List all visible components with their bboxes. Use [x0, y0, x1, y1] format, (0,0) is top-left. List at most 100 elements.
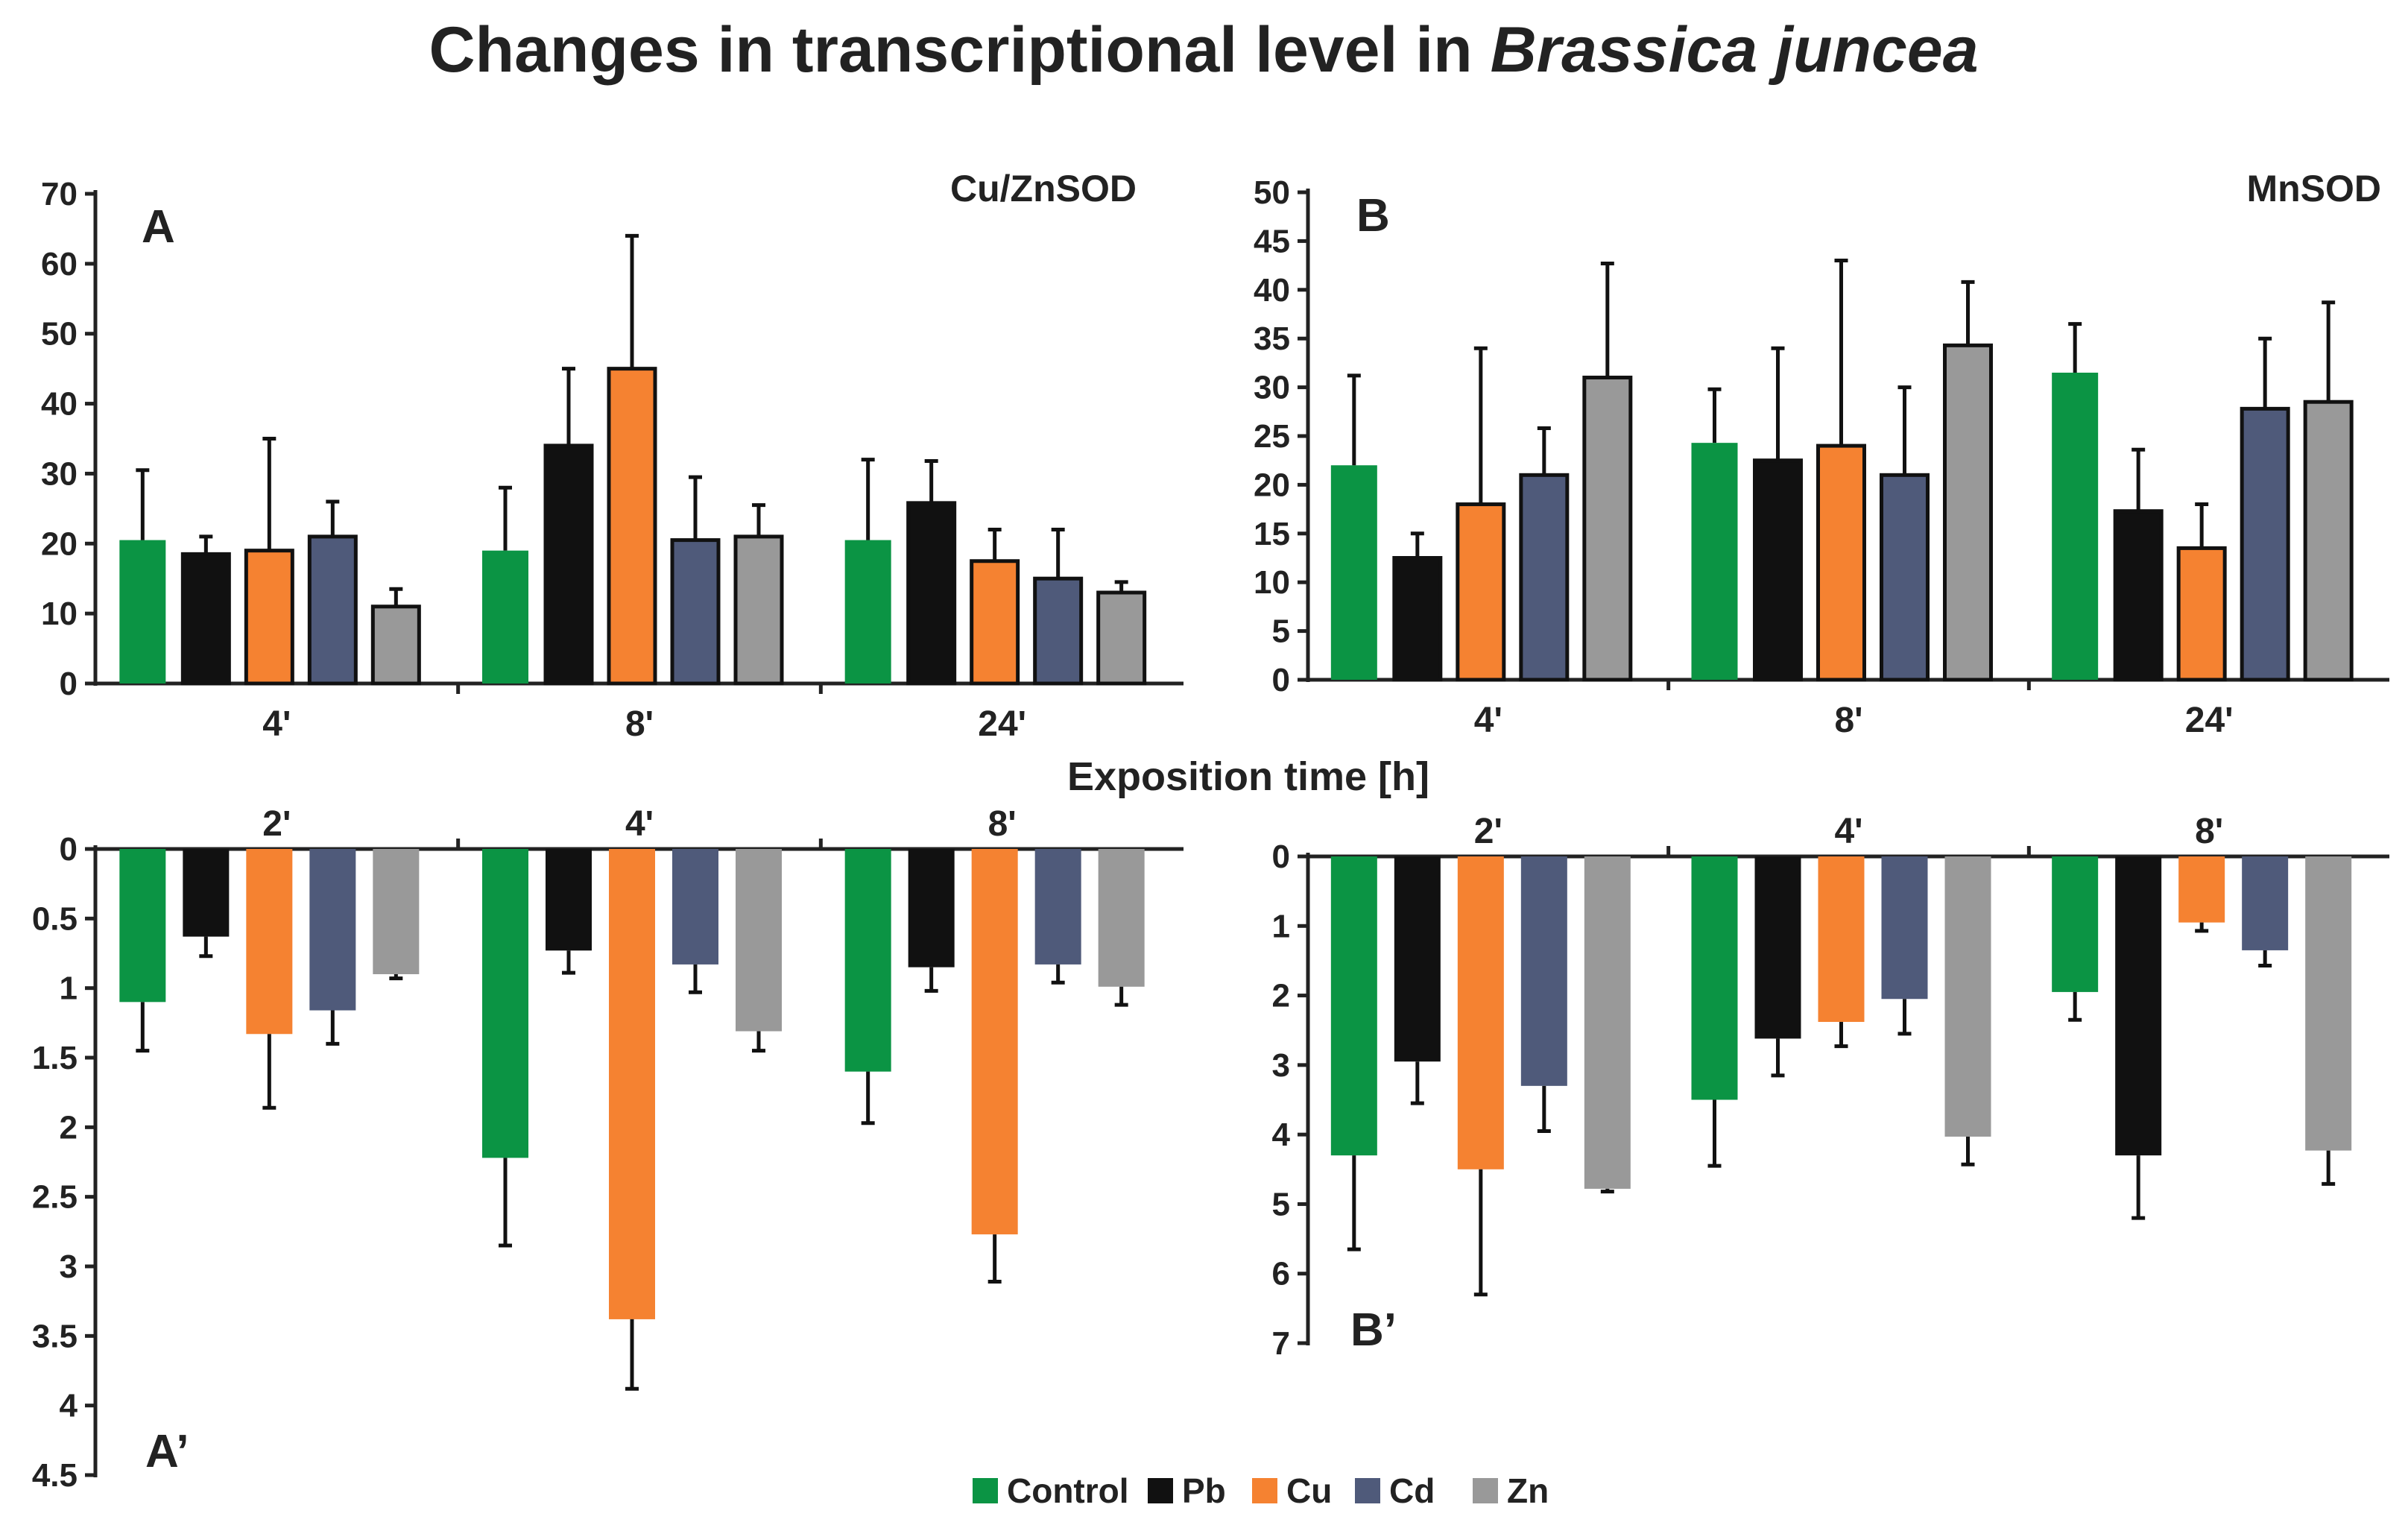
bar-cd	[1519, 473, 1570, 682]
bar-pb	[1394, 856, 1441, 1062]
bar-control	[482, 550, 528, 684]
panel-gene-name: MnSOD	[2246, 168, 2381, 209]
bar-pb	[1754, 856, 1801, 1039]
bar-cu	[1816, 443, 1866, 682]
legend-label-zn: Zn	[1507, 1471, 1549, 1510]
bar-control	[1691, 443, 1738, 680]
bar-cd	[1034, 849, 1081, 965]
y-tick-label: 4	[1272, 1117, 1291, 1153]
bar-pb	[543, 443, 594, 686]
legend-label-cd: Cd	[1389, 1471, 1435, 1510]
category-label: 24'	[2185, 701, 2234, 740]
bar-cu	[2176, 546, 2227, 682]
y-tick-label: 25	[1254, 418, 1290, 455]
bar-zn	[1584, 856, 1631, 1189]
bar-zn	[373, 849, 420, 974]
category-label: 4'	[262, 704, 291, 744]
bar-control	[844, 849, 891, 1072]
bar-zn	[1582, 376, 1633, 682]
category-label: 8'	[625, 704, 654, 744]
y-tick-label: 50	[1254, 174, 1290, 211]
x-axis-title: Exposition time [h]	[1067, 754, 1429, 799]
y-tick-label: 15	[1254, 516, 1290, 552]
y-tick-label: 10	[1254, 564, 1290, 601]
panel-label: A’	[145, 1426, 189, 1477]
y-tick-label: 20	[41, 525, 78, 562]
bar-cu	[970, 559, 1020, 686]
bar-pb	[908, 849, 955, 967]
bar-control	[2052, 856, 2099, 992]
panel-a: 0 10 20 30 40 50 60 70 4' 8' 24' A Cu/ZnSOD	[41, 168, 1184, 744]
category-label: 8'	[1834, 701, 1862, 740]
y-tick-label: 30	[41, 455, 78, 492]
legend-label-cu: Cu	[1286, 1471, 1332, 1510]
bar-pb	[183, 849, 230, 937]
bar-cu	[2178, 856, 2225, 923]
category-label: 4'	[1834, 812, 1862, 851]
bar-zn	[733, 534, 784, 686]
panel-label: A	[142, 201, 175, 253]
bar-control	[1330, 465, 1377, 680]
y-tick-label: 40	[41, 386, 78, 423]
y-tick-label: 40	[1254, 272, 1290, 309]
y-tick-label: 10	[41, 596, 78, 632]
category-label: 2'	[1474, 812, 1502, 851]
bar-cu	[1456, 502, 1506, 682]
category-label: 8'	[2195, 812, 2223, 851]
y-tick-label: 1	[1272, 908, 1290, 944]
legend: Control Pb Cu Cd Zn	[973, 1471, 1549, 1510]
y-tick-label: 0	[1272, 662, 1290, 698]
y-tick-label: 5	[1272, 613, 1290, 650]
panel-b: 0 5 10 15 20 25 30 35 40 45 50 4' 8' 24' B MnSOD	[1254, 168, 2389, 740]
title-species: Brassica juncea	[1491, 14, 1979, 86]
bar-cd	[1033, 576, 1084, 686]
legend-swatch-pb	[1148, 1478, 1173, 1503]
y-tick-label: 35	[1254, 321, 1290, 357]
bar-control	[1691, 856, 1738, 1100]
bar-control	[119, 540, 166, 684]
y-tick-label: 50	[41, 316, 78, 353]
y-tick-label: 60	[41, 246, 78, 282]
bar-pb	[2113, 509, 2164, 682]
y-tick-label: 0	[60, 666, 78, 702]
category-label: 4'	[1474, 701, 1502, 740]
bar-control	[2052, 372, 2099, 680]
y-tick-label: 3	[60, 1248, 78, 1285]
bar-zn	[2303, 400, 2354, 682]
bar-zn	[370, 604, 421, 686]
bar-zn	[1944, 856, 1991, 1137]
bar-pb	[2115, 856, 2162, 1156]
bar-zn	[2305, 856, 2352, 1151]
bar-cu	[971, 849, 1018, 1235]
y-tick-label: 20	[1254, 467, 1290, 503]
y-tick-label: 0	[1272, 839, 1290, 875]
y-tick-label: 30	[1254, 370, 1290, 406]
bar-control	[482, 849, 528, 1158]
y-tick-label: 7	[1272, 1325, 1290, 1362]
bar-pb	[1392, 556, 1443, 682]
y-tick-label: 70	[41, 176, 78, 212]
y-tick-label: 0.5	[32, 900, 78, 937]
bar-pb	[546, 849, 592, 951]
bar-pb	[180, 552, 231, 686]
legend-swatch-control	[973, 1478, 998, 1503]
bar-cu	[607, 367, 657, 686]
category-label: 24'	[978, 704, 1026, 744]
category-label: 2'	[262, 804, 291, 844]
y-tick-label: 4	[60, 1388, 78, 1424]
panel-label: B	[1356, 190, 1390, 241]
legend-label-control: Control	[1007, 1471, 1129, 1510]
bar-zn	[1096, 590, 1147, 686]
panel-a-prime: 0 0.5 1 1.5 2 2.5 3 3.5 4 4.5 2' 4' 8' A’	[32, 804, 1184, 1494]
bar-control	[119, 849, 166, 1003]
bar-pb	[906, 501, 957, 686]
bar-cd	[2242, 856, 2289, 950]
legend-swatch-cu	[1252, 1478, 1277, 1503]
y-tick-label: 2	[60, 1109, 78, 1146]
y-tick-label: 3.5	[32, 1318, 78, 1354]
bar-cd	[672, 849, 718, 965]
bar-cd	[1881, 856, 1928, 1000]
bar-pb	[1753, 458, 1803, 682]
title-prefix: Changes in transcriptional level in	[429, 14, 1490, 86]
panel-gene-name: Cu/ZnSOD	[950, 168, 1137, 209]
